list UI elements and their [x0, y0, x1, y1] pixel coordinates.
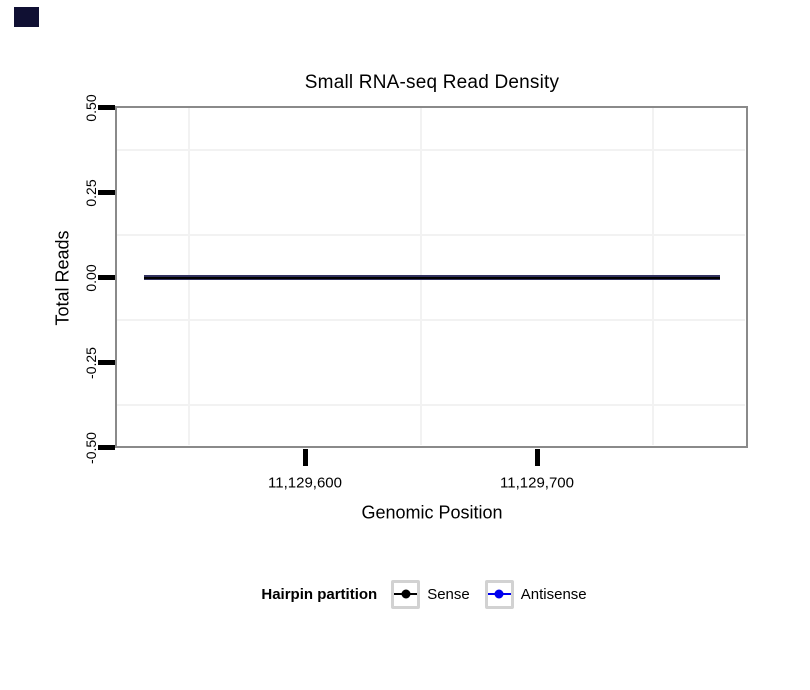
- legend-label-sense: Sense: [427, 585, 470, 603]
- x-tick: [535, 449, 540, 466]
- corner-swatch: [14, 7, 39, 27]
- minor-gridline-horizontal: [117, 319, 745, 321]
- chart-title: Small RNA-seq Read Density: [304, 72, 560, 93]
- y-tick-label: 0.00: [83, 263, 99, 292]
- y-tick: [98, 105, 115, 110]
- legend-title: Hairpin partition: [261, 585, 378, 603]
- x-tick-label: 11,129,600: [268, 474, 342, 492]
- y-tick-label: 0.50: [83, 93, 99, 122]
- legend-key-sense: [391, 579, 421, 609]
- x-tick: [303, 449, 308, 466]
- x-tick-label: 11,129,700: [500, 474, 574, 492]
- y-tick-label: 0.25: [83, 178, 99, 207]
- minor-gridline-horizontal: [117, 404, 745, 406]
- minor-gridline-horizontal: [117, 149, 745, 151]
- x-axis-title: Genomic Position: [361, 502, 503, 523]
- read-density-line-core: [144, 276, 720, 279]
- legend: Hairpin partition Sense Antisense: [115, 577, 748, 611]
- y-tick: [98, 275, 115, 280]
- legend-label-antisense: Antisense: [520, 585, 587, 603]
- antisense-point-icon: [494, 589, 504, 599]
- y-tick: [98, 190, 115, 195]
- read-density-line: [144, 275, 720, 280]
- y-tick-label: -0.50: [83, 431, 99, 464]
- legend-key-antisense: [484, 579, 514, 609]
- y-tick-label: -0.25: [83, 346, 99, 379]
- y-axis-title: Total Reads: [52, 230, 73, 326]
- sense-point-icon: [401, 589, 411, 599]
- y-tick: [98, 445, 115, 450]
- plot-panel: [115, 106, 748, 448]
- minor-gridline-horizontal: [117, 234, 745, 236]
- y-tick: [98, 360, 115, 365]
